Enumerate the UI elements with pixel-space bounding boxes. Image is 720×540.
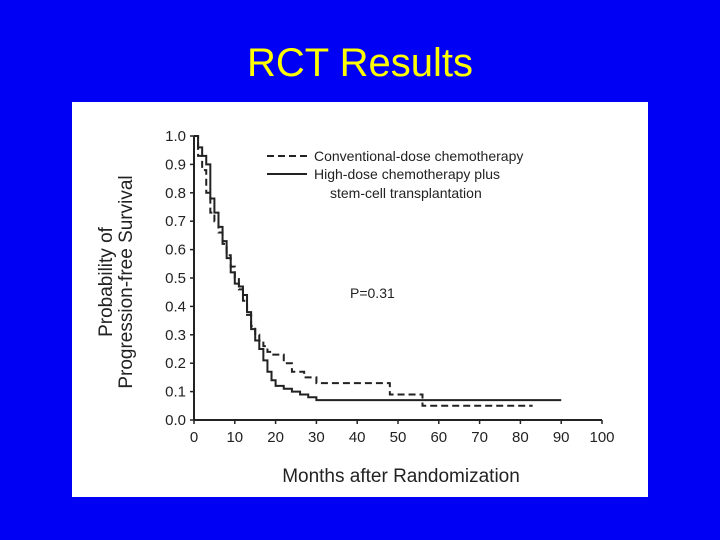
y-tick-label: 0.7 xyxy=(165,213,186,230)
x-tick-label: 50 xyxy=(390,429,407,446)
axes xyxy=(190,135,603,424)
chart-panel: 0.0 0.1 0.2 0.3 0.4 0.5 0.6 0.7 0.8 0.9 1.0 0 10 20 30… xyxy=(72,102,648,497)
tick-labels: 0.0 0.1 0.2 0.3 0.4 0.5 0.6 0.7 0.8 0.9 1.0 0 10 20 30… xyxy=(165,128,614,446)
x-tick-label: 90 xyxy=(553,429,570,446)
x-tick-label: 30 xyxy=(308,429,325,446)
x-tick-label: 0 xyxy=(190,429,198,446)
x-tick-label: 70 xyxy=(471,429,488,446)
legend: Conventional-dose chemotherapy High-dose… xyxy=(267,148,523,201)
y-tick-label: 0.2 xyxy=(165,355,186,372)
x-tick-label: 80 xyxy=(512,429,529,446)
y-tick-label: 0.1 xyxy=(165,384,186,401)
x-tick-label: 40 xyxy=(349,429,366,446)
x-tick-label: 20 xyxy=(267,429,284,446)
y-tick-label: 0.3 xyxy=(165,327,186,344)
legend-label-high-dose-line1: High-dose chemotherapy plus xyxy=(314,166,500,182)
x-tick-label: 60 xyxy=(430,429,447,446)
p-value-annotation: P=0.31 xyxy=(350,285,395,301)
y-tick-label: 0.4 xyxy=(165,298,186,315)
y-tick-label: 0.6 xyxy=(165,242,186,259)
y-tick-label: 1.0 xyxy=(165,128,186,145)
slide-title: RCT Results xyxy=(247,41,473,85)
legend-label-high-dose-line2: stem-cell transplantation xyxy=(330,185,482,201)
x-tick-label: 100 xyxy=(589,429,614,446)
y-tick-label: 0.8 xyxy=(165,185,186,202)
legend-label-conventional: Conventional-dose chemotherapy xyxy=(314,148,523,164)
y-axis-title-line2: Progression-free Survival xyxy=(116,175,137,388)
y-tick-label: 0.0 xyxy=(165,412,186,429)
series-line-high-dose xyxy=(194,135,562,402)
survival-chart: 0.0 0.1 0.2 0.3 0.4 0.5 0.6 0.7 0.8 0.9 1.0 0 10 20 30… xyxy=(96,128,615,487)
x-axis-title: Months after Randomization xyxy=(282,466,520,487)
y-tick-label: 0.9 xyxy=(165,156,186,173)
y-tick-label: 0.5 xyxy=(165,270,186,287)
x-tick-label: 10 xyxy=(226,429,243,446)
y-axis-title-line1: Probability of xyxy=(96,226,117,337)
series-lines xyxy=(194,135,562,407)
series-line-conventional xyxy=(194,135,533,407)
